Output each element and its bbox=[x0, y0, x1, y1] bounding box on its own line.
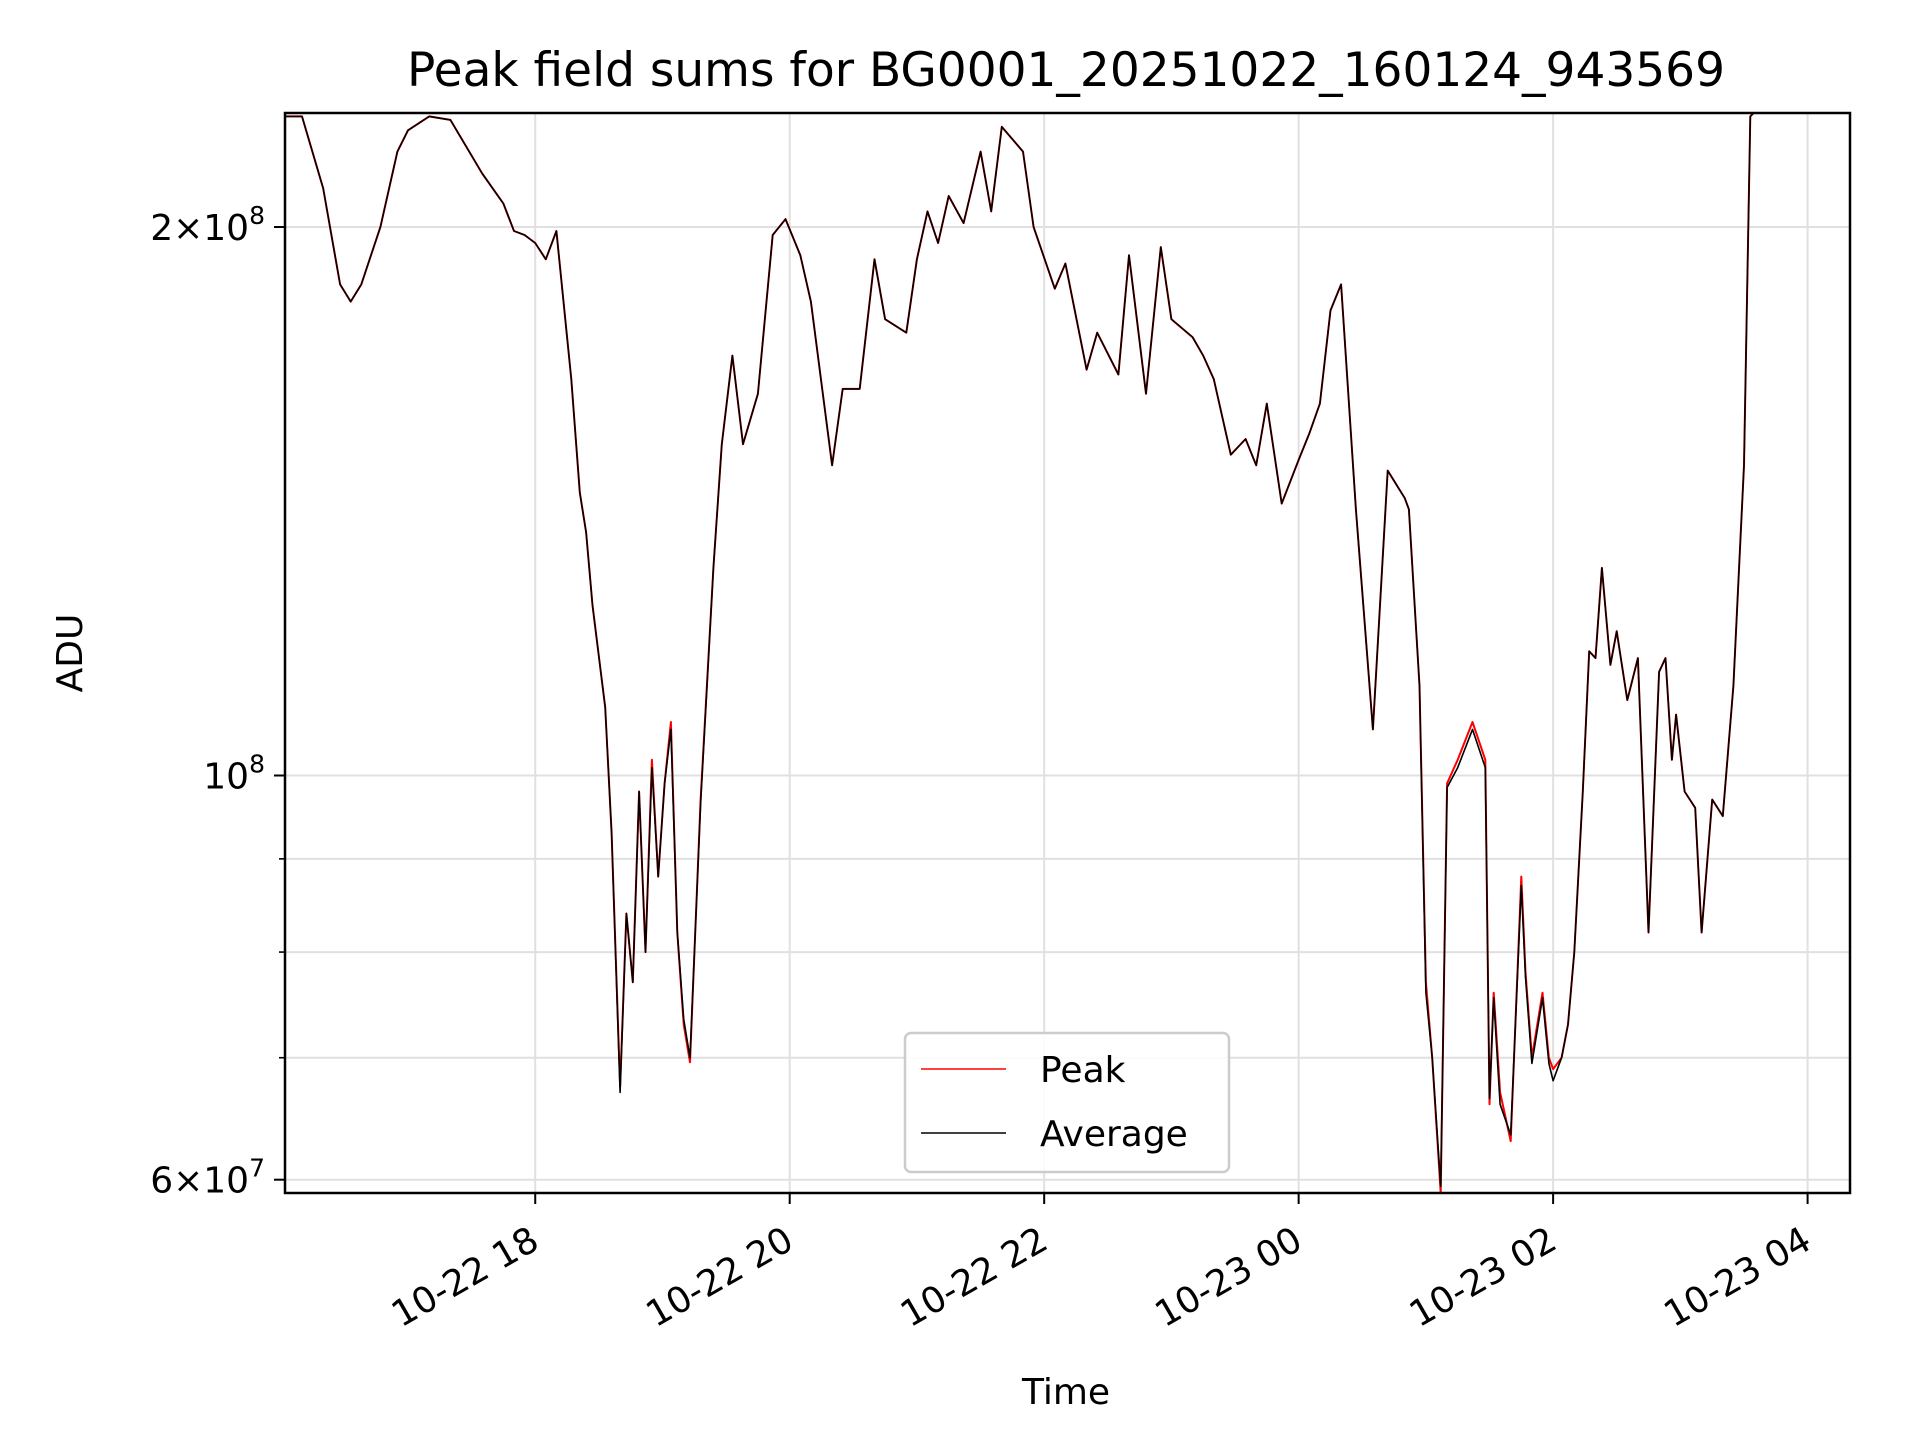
legend: Peak Average bbox=[903, 1031, 1231, 1174]
plot-area bbox=[285, 113, 1755, 1193]
legend-label-average: Average bbox=[1040, 1114, 1188, 1155]
gridlines bbox=[285, 113, 1850, 1193]
average-series-line bbox=[285, 113, 1755, 1188]
y-axis: 6×107 108 2×108 bbox=[150, 201, 285, 1202]
y-axis-label: ADU bbox=[50, 614, 91, 693]
legend-label-peak: Peak bbox=[1040, 1050, 1126, 1091]
chart-title: Peak field sums for BG0001_20251022_1601… bbox=[407, 43, 1725, 98]
y-tick-label: 108 bbox=[203, 749, 265, 797]
x-axis-label: Time bbox=[1021, 1372, 1110, 1413]
legend-box bbox=[903, 1031, 1231, 1174]
plot-frame bbox=[283, 111, 1852, 1195]
y-tick-label: 6×107 bbox=[150, 1154, 265, 1202]
y-tick-label: 2×108 bbox=[150, 201, 265, 249]
